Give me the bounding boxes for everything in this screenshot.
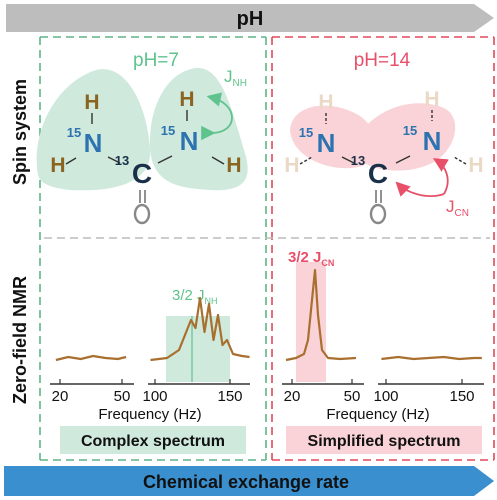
left-spectrum-trace-1 [55, 354, 127, 362]
left-c: C [132, 158, 152, 189]
right-traces [285, 268, 482, 362]
left-tick-label-150: 150 [217, 388, 242, 405]
right-cloud-right-lobe [352, 103, 456, 171]
right-tick-label-100: 100 [373, 388, 398, 405]
left-jnh-arrow [201, 92, 233, 141]
jnh-label: JNH [224, 67, 247, 89]
left-h-top-left: H [84, 91, 99, 114]
right-n1: N [317, 128, 336, 158]
ph-arrow-shape [6, 4, 494, 32]
left-h-bottom-right: H [226, 154, 241, 177]
ph-arrow: pH [6, 4, 494, 32]
right-spin-system: pH=14 H H H H 15 N 15 N 13 C JCN [284, 50, 484, 225]
left-tick-label-50: 50 [114, 388, 131, 405]
right-c-isotope: 13 [351, 153, 365, 168]
left-bond-c-n2 [157, 155, 173, 164]
panel-frames [39, 36, 495, 461]
left-h-top-right: H [179, 88, 194, 111]
left-oxygen [133, 203, 151, 225]
ph-label-right: pH=14 [354, 50, 411, 71]
left-cloud-left-lobe [36, 69, 151, 191]
exchange-rate-arrow-shape [4, 466, 494, 496]
right-spectrum-trace-1 [285, 268, 357, 362]
right-bond-h4-n2 [453, 156, 467, 165]
left-cloud-right-lobe [149, 67, 248, 191]
row-label-zero-field-nmr: Zero-field NMR [10, 276, 30, 404]
left-tick-label-100: 100 [142, 388, 167, 405]
left-spectrum: 3/2 JNH 20 50 100 150 Frequency (Hz) Com… [50, 287, 250, 454]
right-caption-box [286, 426, 482, 454]
left-bond-n1-c [107, 156, 121, 164]
left-bond-h4-n2 [211, 156, 225, 165]
right-bond-n1-c [341, 156, 355, 164]
left-tick-label-20: 20 [52, 388, 69, 405]
right-tick-label-20: 20 [284, 388, 301, 405]
right-n2: N [423, 126, 442, 156]
left-n1-isotope: 15 [67, 125, 81, 140]
right-peak-label: 3/2 JCN [288, 249, 334, 268]
ph-label-left: pH=7 [133, 50, 179, 71]
right-spectrum: 3/2 JCN 20 50 100 150 Frequency (Hz) Sim… [282, 249, 484, 454]
right-h-bottom-left: H [284, 154, 299, 177]
exchange-rate-arrow-label: Chemical exchange rate [143, 472, 349, 492]
left-peak-label: 3/2 JNH [172, 287, 218, 306]
right-oxygen [369, 203, 387, 225]
right-panel-frame [271, 36, 495, 461]
right-h-top-left: H [318, 91, 333, 114]
left-spin-system: pH=7 H H H H 15 N 15 N 13 C JNH [36, 50, 248, 225]
jcn-label: JCN [446, 197, 469, 219]
ph-arrow-label: pH [237, 8, 264, 30]
left-c-isotope: 13 [115, 153, 129, 168]
left-traces [55, 296, 250, 362]
exchange-rate-arrow: Chemical exchange rate [4, 466, 494, 496]
left-bond-h3-n1 [65, 157, 77, 165]
right-n1-isotope: 15 [299, 125, 313, 140]
right-xlabel: Frequency (Hz) [326, 406, 429, 423]
right-caption: Simplified spectrum [308, 433, 461, 450]
right-h-top-right: H [424, 88, 439, 111]
right-peak-highlight [296, 262, 326, 382]
right-jcn-arrow-c [395, 181, 445, 197]
right-tick-label-150: 150 [449, 388, 474, 405]
right-n2-isotope: 15 [403, 123, 417, 138]
left-spectrum-trace-2 [150, 296, 250, 362]
right-jcn-arrow-n [432, 158, 449, 195]
right-h-bottom-right: H [468, 154, 483, 177]
left-n2-isotope: 15 [161, 123, 175, 138]
right-c: C [368, 158, 388, 189]
left-n2: N [180, 126, 199, 156]
left-xlabel: Frequency (Hz) [98, 406, 201, 423]
right-spectrum-trace-2 [381, 355, 482, 361]
left-caption-box [60, 426, 246, 454]
right-tick-label-50: 50 [344, 388, 361, 405]
left-caption: Complex spectrum [81, 433, 225, 450]
row-label-spin-system: Spin system [10, 79, 30, 185]
right-bond-h3-n1 [299, 156, 313, 165]
right-bond-c-n2 [395, 155, 411, 164]
left-h-bottom-left: H [50, 154, 65, 177]
left-panel-frame [39, 36, 267, 461]
left-n1: N [84, 128, 103, 158]
